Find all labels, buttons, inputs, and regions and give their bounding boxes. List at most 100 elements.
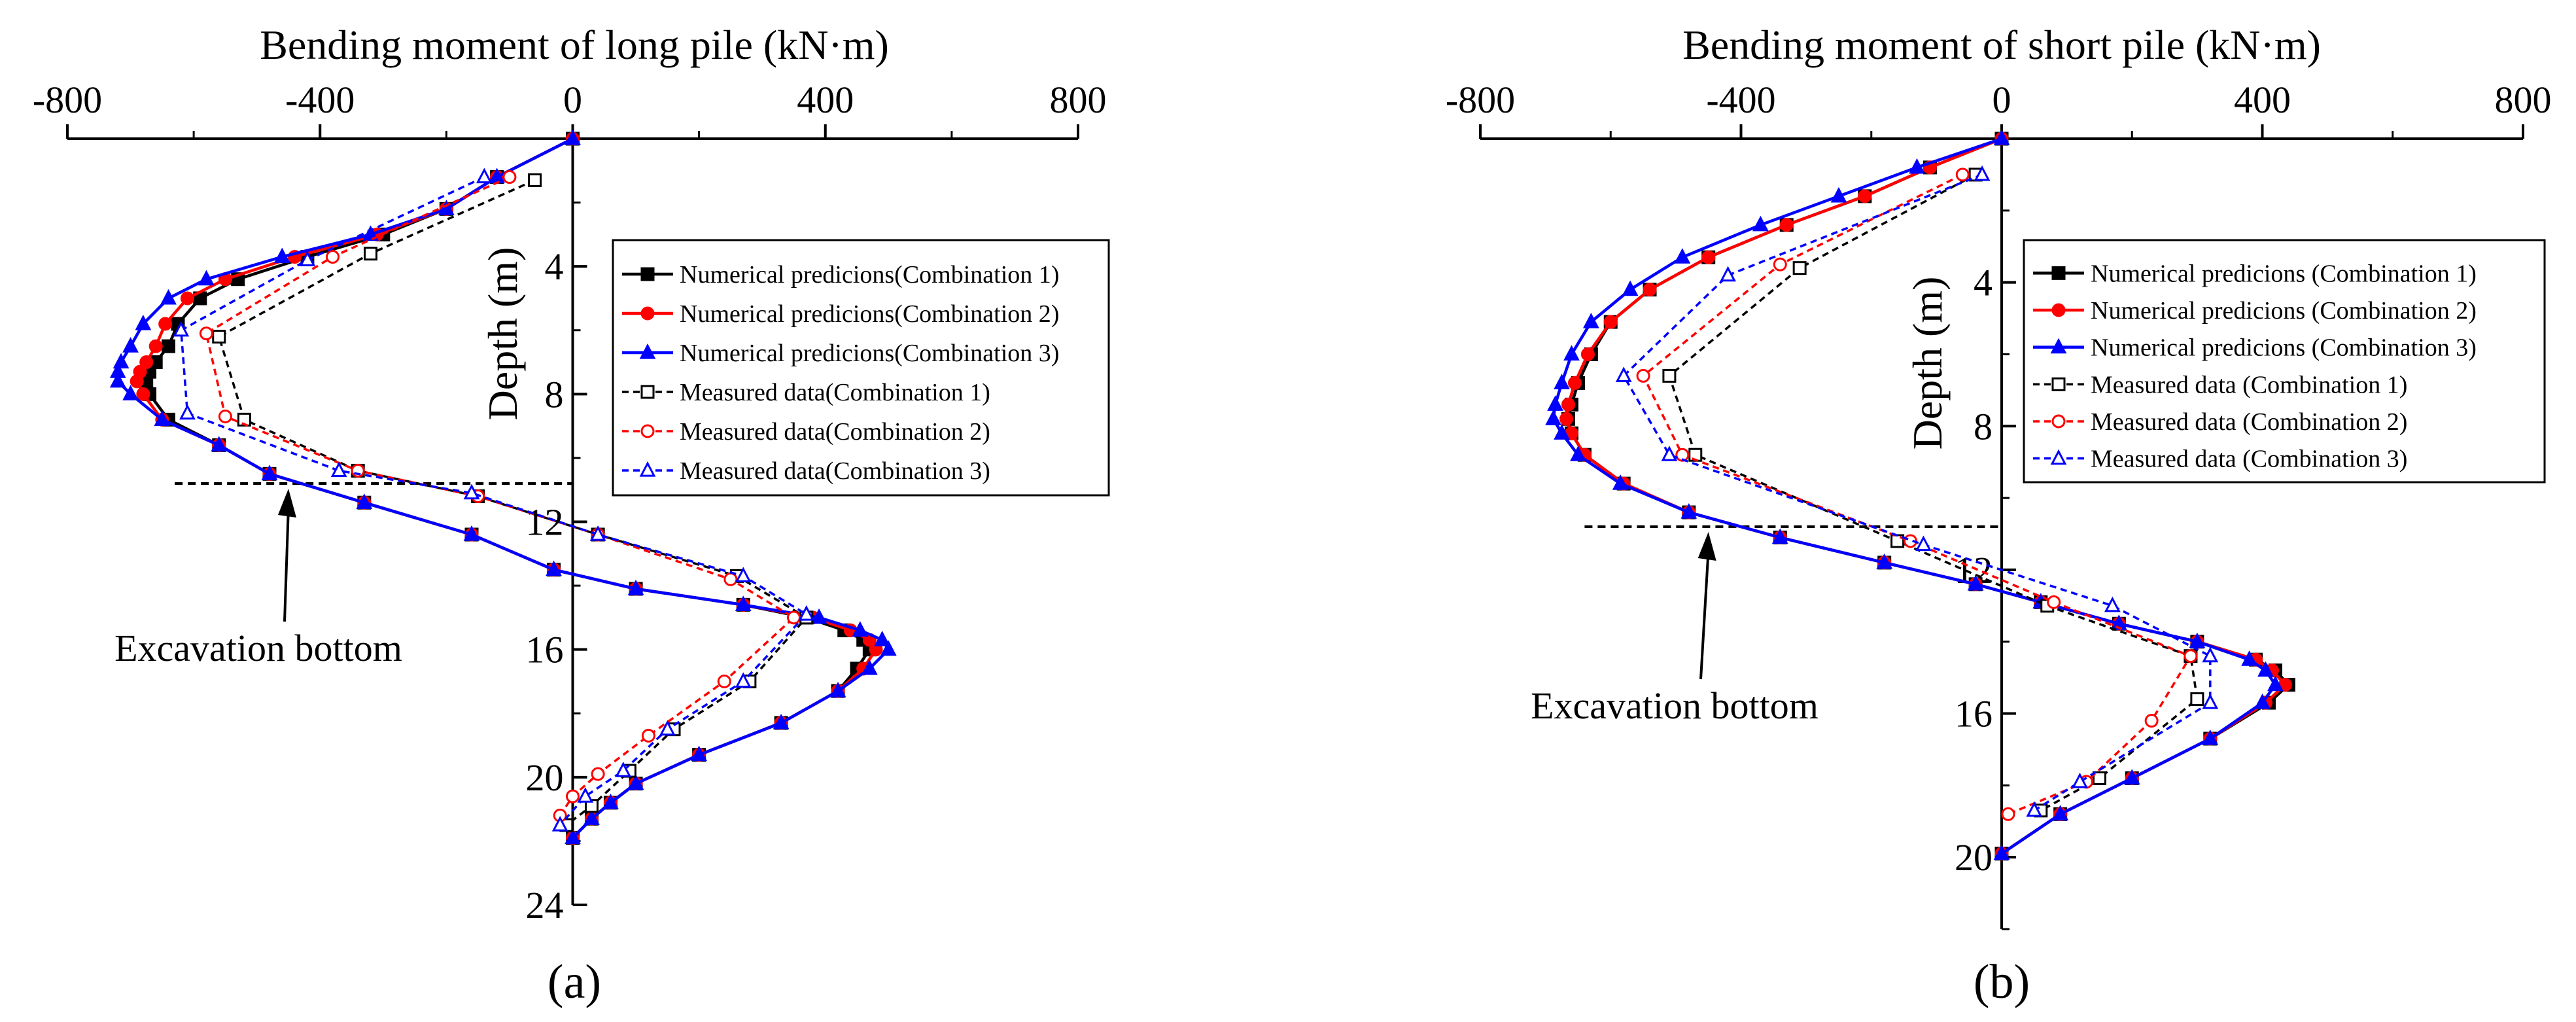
chart-b-x-axis: -800 -400 0 400 800 — [1446, 79, 2552, 140]
x-tick-label: -800 — [1446, 79, 1515, 121]
chart-b-title: Bending moment of short pile (kN·m) — [1682, 22, 2321, 68]
data-point — [1858, 189, 1872, 203]
data-point — [852, 621, 869, 637]
chart-a-series-group — [109, 129, 897, 845]
data-point — [1915, 535, 1932, 552]
data-point — [135, 314, 152, 330]
legend-entry: Measured data(Combination 2) — [622, 418, 990, 446]
data-point — [237, 412, 251, 427]
data-point — [2202, 646, 2219, 663]
data-point — [810, 608, 827, 624]
data-point — [2092, 771, 2106, 785]
legend-entry: Numerical predicions (Combination 2) — [2033, 297, 2477, 325]
data-point — [546, 560, 562, 576]
data-point — [261, 465, 278, 480]
data-point — [2202, 729, 2219, 745]
data-point — [362, 225, 379, 241]
x-tick-label: 0 — [563, 79, 582, 121]
data-point — [591, 767, 605, 781]
annotation-label: Excavation bottom — [1531, 684, 1819, 727]
data-point — [577, 787, 594, 803]
data-point — [551, 815, 568, 832]
data-point — [476, 167, 493, 184]
data-point — [589, 525, 606, 541]
data-point — [463, 484, 480, 500]
legend-entry: Measured data(Combination 3) — [622, 457, 990, 485]
data-point — [2257, 661, 2274, 677]
data-point — [2241, 650, 2257, 666]
data-point — [1662, 368, 1677, 383]
data-point — [2123, 769, 2140, 784]
data-point — [1771, 528, 1788, 544]
legend-marker — [2050, 449, 2067, 465]
data-point — [735, 595, 752, 611]
x-tick-label: -400 — [285, 79, 355, 121]
data-point — [212, 330, 226, 344]
data-point — [829, 682, 846, 697]
series-line — [205, 176, 796, 817]
data-point — [615, 762, 632, 777]
data-point — [160, 289, 177, 305]
data-point — [1701, 250, 1716, 264]
data-point — [691, 745, 708, 762]
x-tick-label: 800 — [1050, 79, 1107, 121]
data-point — [1615, 366, 1632, 382]
legend-marker — [2051, 266, 2066, 280]
data-point — [602, 793, 619, 809]
legend-marker — [2051, 377, 2066, 391]
legend-box — [2023, 239, 2546, 484]
data-point — [198, 270, 215, 286]
legend-entry: Numerical predicions (Combination 1) — [2033, 260, 2477, 287]
data-point — [158, 317, 173, 331]
legend-label: Measured data(Combination 3) — [680, 457, 990, 485]
data-point — [2001, 807, 2015, 821]
legend-marker — [2051, 414, 2066, 429]
y-tick-label: 8 — [1974, 405, 1993, 448]
y-tick-label: 8 — [545, 373, 564, 415]
x-tick-label: 0 — [1993, 79, 2011, 121]
data-point — [2189, 632, 2206, 648]
data-point — [2254, 694, 2271, 709]
legend-entry: Measured data(Combination 1) — [622, 379, 990, 406]
data-point — [641, 728, 655, 743]
x-tick-label: 400 — [2234, 79, 2291, 121]
data-point — [122, 337, 139, 353]
y-tick-label: 4 — [1974, 262, 1993, 304]
data-point — [148, 339, 163, 353]
data-point — [139, 355, 154, 370]
data-point — [1554, 424, 1570, 440]
data-point — [1622, 280, 1639, 296]
annotation-arrow — [283, 506, 290, 622]
legend-marker — [639, 343, 656, 359]
data-point — [154, 410, 171, 426]
chart-panel-b: Bending moment of short pile (kN·m) -800… — [1446, 22, 2552, 1009]
x-tick-label: 400 — [797, 79, 854, 121]
data-point — [356, 493, 373, 509]
chart-b-series-group — [1545, 129, 2295, 861]
legend-label: Measured data (Combination 3) — [2091, 446, 2407, 473]
data-point — [463, 525, 480, 541]
series-line — [1641, 173, 2193, 815]
data-point — [627, 774, 644, 790]
data-point — [627, 579, 644, 595]
legend-marker — [639, 461, 656, 477]
legend-label: Measured data(Combination 1) — [680, 379, 990, 406]
annotation-arrowhead — [277, 488, 296, 518]
data-point — [565, 129, 581, 145]
chart-a-annotation: Excavation bottom — [114, 482, 573, 669]
series-5 — [1636, 167, 2198, 821]
panel-label-a: (a) — [548, 955, 601, 1009]
series-line — [217, 179, 809, 826]
x-tick-label: -800 — [33, 79, 102, 121]
data-point — [1674, 248, 1691, 264]
chart-a-legend: Numerical predicions(Combination 1) Numer… — [612, 239, 1110, 497]
series-line — [179, 176, 809, 826]
data-point — [299, 251, 316, 267]
data-point — [773, 713, 790, 730]
data-point — [874, 630, 891, 646]
data-point — [1612, 474, 1629, 490]
x-tick-label: 800 — [2495, 79, 2552, 121]
data-point — [2026, 801, 2043, 817]
legend-label: Numerical predicions (Combination 3) — [2091, 334, 2477, 362]
